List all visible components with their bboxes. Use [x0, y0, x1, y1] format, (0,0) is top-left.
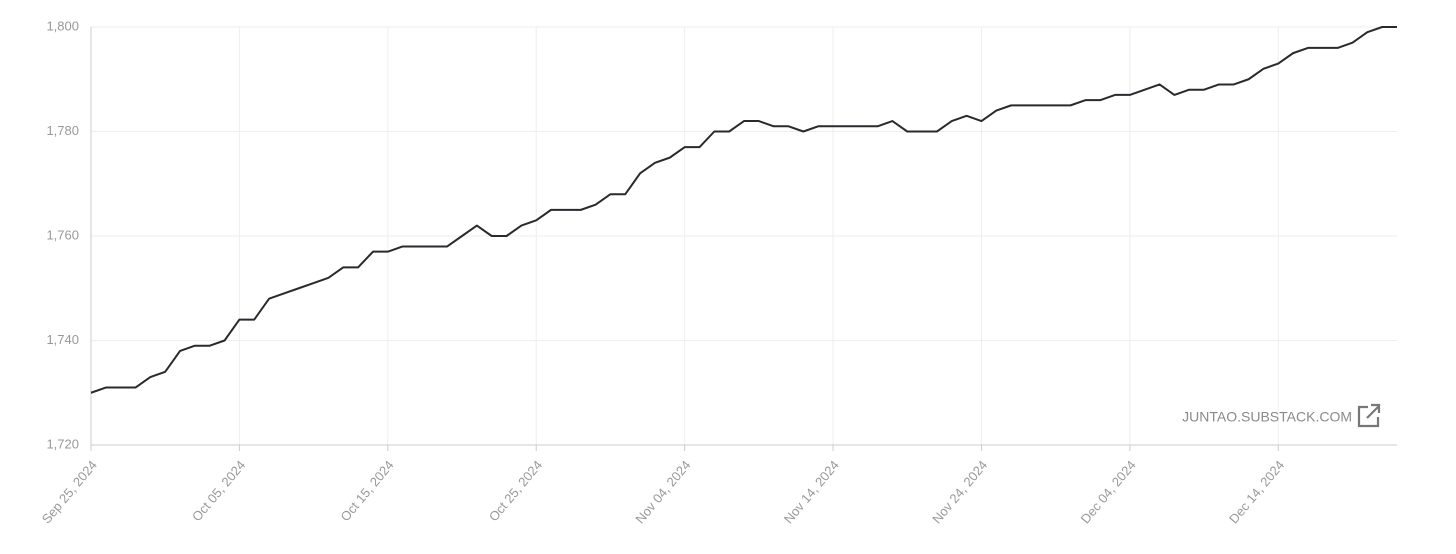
watermark[interactable]: JUNTAO.SUBSTACK.COM: [1182, 409, 1352, 425]
x-tick-label: Oct 05, 2024: [189, 457, 248, 524]
x-tick-label: Oct 25, 2024: [486, 457, 545, 524]
x-tick-label: Nov 04, 2024: [632, 457, 693, 526]
y-tick-label: 1,780: [46, 123, 79, 138]
x-tick-label: Nov 14, 2024: [781, 457, 842, 526]
x-tick-label: Sep 25, 2024: [39, 457, 100, 526]
y-tick-label: 1,800: [46, 18, 79, 33]
plot: 1,720 1,740 1,760 1,780 1,800 Sep 25, 2024 Oct…: [39, 18, 1397, 526]
y-tick-label: 1,720: [46, 436, 79, 451]
line: [90, 26, 1397, 394]
x-tick-label: Nov 24, 2024: [929, 457, 990, 526]
y-tick-label: 1,740: [46, 332, 79, 347]
x-tick-label: Dec 04, 2024: [1078, 457, 1139, 526]
external-link-icon[interactable]: [1357, 403, 1381, 428]
y-tick-label: 1,760: [46, 227, 79, 242]
x-tick-label: Oct 15, 2024: [337, 457, 396, 524]
icon-box: [1357, 405, 1380, 428]
x-tick-label: Dec 14, 2024: [1226, 457, 1287, 526]
icon-arrow: [1366, 403, 1381, 419]
